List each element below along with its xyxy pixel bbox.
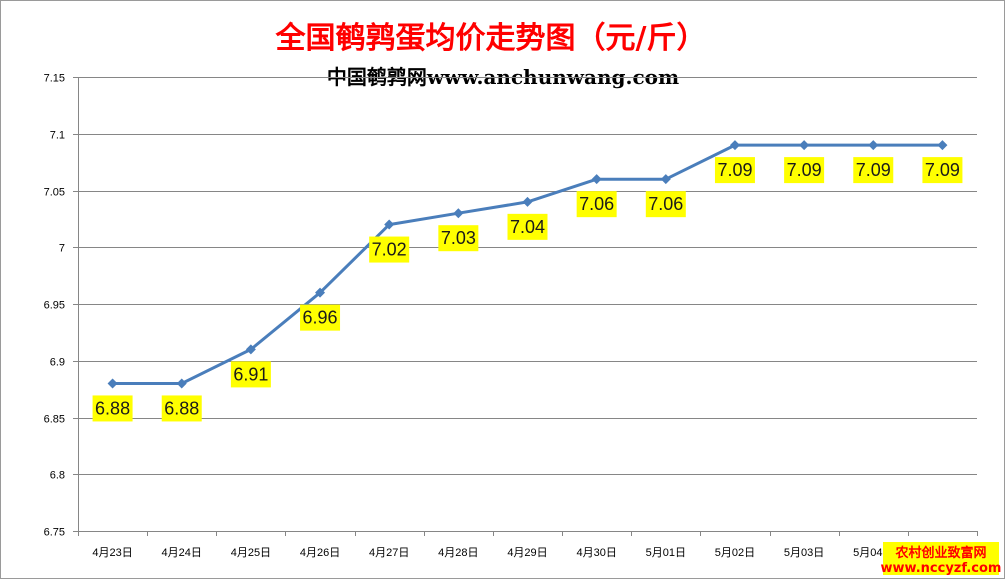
data-point	[591, 174, 602, 185]
data-label-background	[922, 157, 963, 184]
data-label: 7.09	[787, 160, 822, 180]
y-tick-label: 6.85	[44, 414, 65, 426]
data-point	[453, 208, 464, 219]
x-tick-label: 4月26日	[300, 547, 340, 559]
data-point	[176, 378, 187, 389]
y-tick-label: 6.9	[50, 357, 65, 369]
x-tick-label: 5月01日	[646, 547, 686, 559]
y-tick-label: 7	[59, 243, 65, 255]
chart-title: 全国鹌鹑蛋均价走势图（元/斤）	[275, 21, 707, 56]
axes	[73, 77, 978, 536]
watermark-line2: www.nccyzf.com	[881, 561, 1002, 576]
y-tick-label: 6.75	[44, 527, 65, 539]
data-label-background	[161, 395, 202, 422]
data-point	[660, 174, 671, 185]
x-tick-label: 4月25日	[231, 547, 271, 559]
data-label-background	[714, 157, 755, 184]
y-tick-label: 7.15	[44, 73, 65, 85]
data-label: 6.88	[95, 398, 130, 418]
data-label: 6.96	[303, 308, 338, 328]
data-label-background	[438, 225, 479, 252]
x-tick-label: 4月28日	[438, 547, 478, 559]
watermark: 农村创业致富网 www.nccyzf.com	[881, 542, 1002, 576]
x-axis-ticks: 4月23日 4月24日 4月25日 4月26日 4月27日 4月28日 4月29日 4月30日…	[92, 547, 962, 559]
data-label-background	[507, 213, 548, 240]
data-point	[522, 196, 533, 207]
data-label-background	[784, 157, 825, 184]
y-tick-label: 7.1	[50, 130, 65, 142]
data-label: 7.04	[510, 217, 545, 237]
data-point	[107, 378, 118, 389]
data-label-background	[645, 191, 686, 218]
x-tick-label: 5月03日	[784, 547, 824, 559]
x-tick-label: 4月30日	[576, 547, 616, 559]
data-point	[868, 140, 879, 151]
data-label-background	[576, 191, 617, 218]
data-point	[729, 140, 740, 151]
data-label: 7.02	[372, 240, 407, 260]
x-tick-label: 4月29日	[507, 547, 547, 559]
data-label: 7.06	[648, 194, 683, 214]
watermark-line1: 农村创业致富网	[894, 545, 986, 561]
data-point	[384, 219, 395, 230]
grid-lines	[78, 77, 977, 475]
series-line	[107, 140, 948, 389]
data-label: 7.09	[925, 160, 960, 180]
data-point	[315, 287, 326, 298]
x-tick-label: 4月24日	[162, 547, 202, 559]
data-label-background	[230, 361, 271, 388]
data-label-background	[92, 395, 133, 422]
y-tick-label: 7.05	[44, 187, 65, 199]
x-tick-label: 5月02日	[715, 547, 755, 559]
y-axis-ticks: 6.75 6.8 6.85 6.9 6.95 7 7.05 7.1 7.15	[44, 73, 65, 539]
x-tick-label: 4月27日	[369, 547, 409, 559]
data-label: 7.06	[579, 194, 614, 214]
data-point	[799, 140, 810, 151]
x-tick-label: 4月23日	[92, 547, 132, 559]
y-tick-label: 6.8	[50, 470, 65, 482]
data-label: 6.88	[164, 398, 199, 418]
data-label: 7.09	[717, 160, 752, 180]
watermark-background	[883, 542, 999, 575]
data-label: 7.09	[856, 160, 891, 180]
data-labels: 6.88 6.88 6.91 6.96 7.02 7.03 7.04 7.06 7.06 7.09…	[92, 157, 963, 422]
data-label: 7.03	[441, 228, 476, 248]
y-tick-label: 6.95	[44, 300, 65, 312]
data-point	[245, 344, 256, 355]
data-label-background	[853, 157, 894, 184]
data-label-background	[369, 236, 410, 263]
data-label-background	[300, 304, 341, 331]
data-point	[937, 140, 948, 151]
data-label: 6.91	[233, 364, 268, 384]
